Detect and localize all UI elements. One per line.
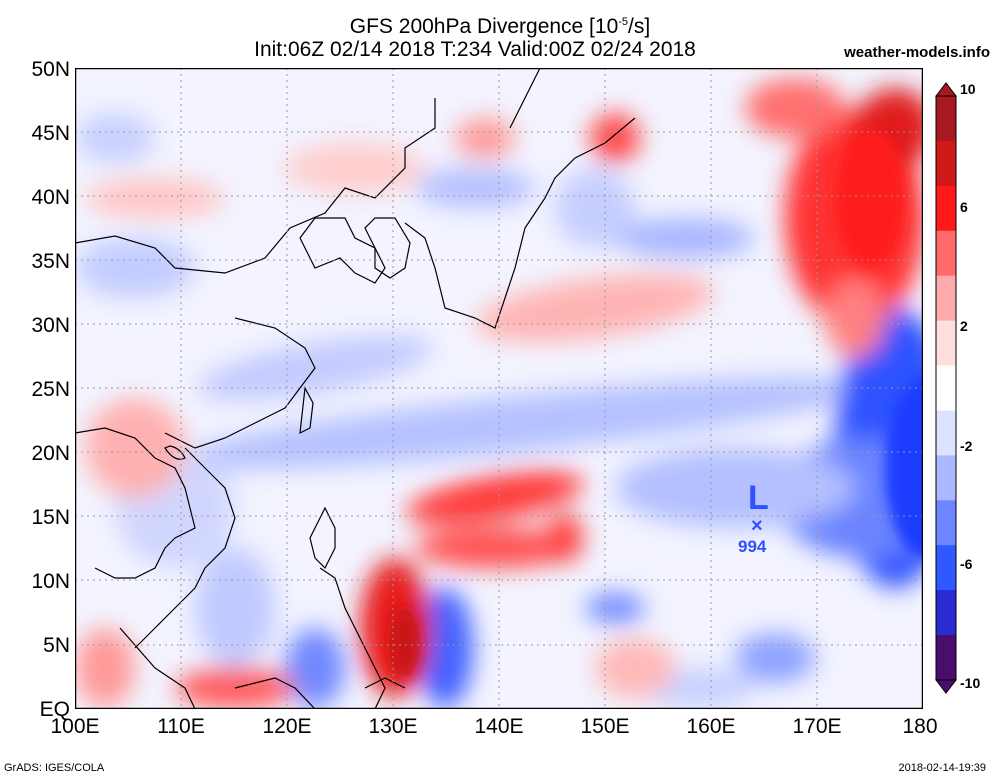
lon-label-160e: 160E <box>686 715 736 738</box>
lon-label-140e: 140E <box>474 715 524 738</box>
lat-label-eq: EQ <box>39 698 70 721</box>
render-timestamp: 2018-02-14-19:39 <box>898 762 986 774</box>
lon-label-150e: 150E <box>580 715 630 738</box>
colorbar-label-m2: -2 <box>960 438 973 454</box>
colorbar-bottom-arrow <box>935 679 957 694</box>
lon-label-130e: 130E <box>368 715 418 738</box>
low-pressure-symbol: L <box>748 479 769 517</box>
low-center-marker: × <box>751 515 763 537</box>
colorbar-top-arrow <box>935 82 957 97</box>
colorbar-label-6: 6 <box>960 199 968 215</box>
lat-label-30n: 30N <box>31 314 70 337</box>
colorbar-label-m6: -6 <box>960 556 973 572</box>
colorbar-segment <box>936 365 956 411</box>
lon-label-180: 180 <box>902 715 938 738</box>
lat-label-15n: 15N <box>31 506 70 529</box>
lat-label-10n: 10N <box>31 570 70 593</box>
lon-label-120e: 120E <box>262 715 312 738</box>
lat-label-25n: 25N <box>31 378 70 401</box>
colorbar-segment <box>936 590 956 636</box>
lat-label-20n: 20N <box>31 442 70 465</box>
colorbar-label-2: 2 <box>960 318 968 334</box>
colorbar-segment <box>936 275 956 322</box>
title-units: /s] <box>628 15 651 38</box>
colorbar-label-10: 10 <box>960 81 976 97</box>
map-frame <box>75 68 923 709</box>
colorbar-segment <box>936 96 956 142</box>
map-subtitle: Init:06Z 02/14 2018 T:234 Valid:00Z 02/2… <box>254 38 696 61</box>
brand-label: weather-models.info <box>844 44 990 61</box>
lat-label-45n: 45N <box>31 122 70 145</box>
lat-label-40n: 40N <box>31 186 70 209</box>
divergence-map <box>75 68 923 709</box>
colorbar-segment <box>936 500 956 546</box>
coastlines <box>75 68 636 709</box>
colorbar-label-m10: -10 <box>960 675 981 691</box>
colorbar-segment <box>936 230 956 277</box>
lon-label-170e: 170E <box>792 715 842 738</box>
grads-credit: GrADS: IGES/COLA <box>4 762 105 774</box>
lat-label-50n: 50N <box>31 58 70 81</box>
low-pressure-value: 994 <box>738 537 767 556</box>
lon-label-100e: 100E <box>50 715 100 738</box>
lon-label-110e: 110E <box>157 715 205 738</box>
title-exponent: -5 <box>618 16 629 28</box>
map-title: GFS 200hPa Divergence [10-5/s] <box>0 10 1000 39</box>
colorbar-segment <box>936 410 956 456</box>
lat-label-5n: 5N <box>43 634 70 657</box>
title-text: GFS 200hPa Divergence [10 <box>349 15 619 38</box>
colorbar <box>935 82 957 694</box>
colorbar-segment <box>936 545 956 591</box>
colorbar-segment <box>936 635 956 681</box>
graticule <box>75 68 923 709</box>
colorbar-segment <box>936 185 956 232</box>
colorbar-segment <box>936 455 956 501</box>
colorbar-segment <box>936 320 956 367</box>
lat-label-35n: 35N <box>31 250 70 273</box>
colorbar-segment <box>936 140 956 187</box>
